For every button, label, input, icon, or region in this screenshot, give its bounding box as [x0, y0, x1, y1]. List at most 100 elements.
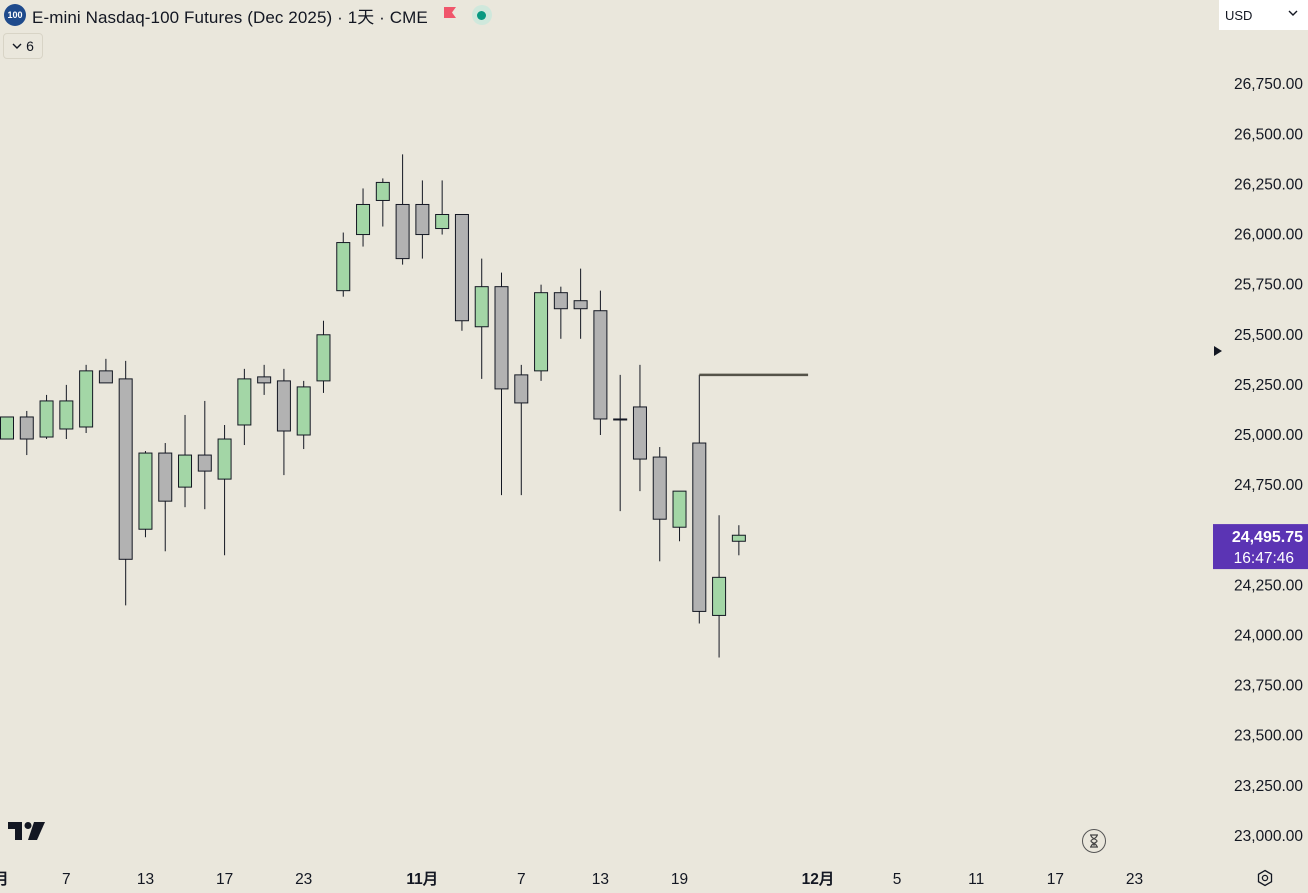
- candle[interactable]: [0, 416, 14, 440]
- price-tick-label: 23,250.00: [1234, 778, 1303, 795]
- candle[interactable]: [217, 424, 232, 556]
- time-tick-label: 23: [1126, 871, 1143, 888]
- time-tick-label: 23: [295, 871, 312, 888]
- red-flag-icon[interactable]: [442, 5, 458, 26]
- candle[interactable]: [118, 360, 133, 606]
- live-status-icon[interactable]: [471, 5, 492, 25]
- price-tick-label: 26,500.00: [1234, 126, 1303, 143]
- candle-body: [237, 378, 252, 426]
- candle-body: [731, 534, 746, 542]
- candle[interactable]: [296, 380, 311, 450]
- candle[interactable]: [494, 272, 509, 496]
- time-tick-label: 7: [517, 871, 526, 888]
- price-tick-label: 25,250.00: [1234, 377, 1303, 394]
- time-tick-label: 5: [893, 871, 902, 888]
- price-tick-label: 26,250.00: [1234, 176, 1303, 193]
- price-tick-label: 25,500.00: [1234, 327, 1303, 344]
- candle-body: [296, 386, 311, 436]
- candle-body: [217, 438, 232, 480]
- time-axis[interactable]: 月 7 13 17 23 11月 7 13 19 12月 5 11 17 23: [0, 870, 1143, 888]
- gear-icon[interactable]: [1256, 869, 1274, 892]
- candle[interactable]: [237, 368, 252, 446]
- candle-body: [0, 416, 14, 440]
- time-tick-label: 17: [216, 871, 233, 888]
- candle[interactable]: [692, 374, 707, 624]
- price-tick-label: 25,750.00: [1234, 277, 1303, 294]
- candle[interactable]: [632, 364, 647, 492]
- time-tick-label: 11: [968, 871, 984, 888]
- price-tick-label: 24,750.00: [1234, 477, 1303, 494]
- last-price-label: 24,495.75: [1232, 529, 1303, 546]
- candle[interactable]: [336, 232, 351, 297]
- candle-body: [534, 292, 549, 372]
- candle-body: [514, 374, 529, 404]
- candle[interactable]: [415, 180, 430, 259]
- candle-body: [118, 378, 133, 560]
- candle[interactable]: [514, 364, 529, 496]
- candle-body: [593, 310, 608, 420]
- plot-area[interactable]: [0, 154, 809, 658]
- candle-body: [415, 203, 430, 236]
- candle-body: [98, 370, 113, 384]
- candle-body: [158, 452, 173, 502]
- candle[interactable]: [19, 410, 34, 456]
- candle[interactable]: [593, 290, 608, 436]
- symbol-title[interactable]: E-mini Nasdaq-100 Futures (Dec 2025) · 1…: [32, 7, 428, 27]
- time-tick-label: 17: [1047, 871, 1064, 888]
- candle-body: [276, 380, 291, 432]
- candle[interactable]: [454, 213, 469, 331]
- candle[interactable]: [573, 268, 588, 339]
- candle[interactable]: [474, 258, 489, 379]
- candle[interactable]: [59, 384, 74, 440]
- candle[interactable]: [138, 451, 153, 538]
- candle[interactable]: [672, 490, 687, 542]
- candle[interactable]: [79, 364, 94, 434]
- candle[interactable]: [39, 394, 54, 440]
- candle-body: [474, 286, 489, 328]
- candle[interactable]: [731, 525, 746, 556]
- candle[interactable]: [158, 443, 173, 552]
- symbol-badge[interactable]: 100: [4, 4, 26, 26]
- candle-body: [553, 292, 568, 310]
- chevron-down-icon: [12, 43, 22, 49]
- candle[interactable]: [257, 364, 272, 395]
- candle-body: [632, 406, 647, 460]
- price-tick-label: 25,000.00: [1234, 427, 1303, 444]
- candle[interactable]: [178, 414, 193, 508]
- price-axis[interactable]: 26,750.00 26,500.00 26,250.00 26,000.00 25,7…: [1213, 76, 1308, 845]
- indicators-toggle[interactable]: 6: [3, 33, 43, 59]
- candle-body: [316, 334, 331, 382]
- countdown-label: 16:47:46: [1234, 550, 1294, 567]
- candle[interactable]: [276, 368, 291, 476]
- candle-body: [454, 213, 469, 322]
- candle[interactable]: [712, 515, 727, 658]
- time-tick-label: 月: [0, 870, 9, 888]
- candle-body: [395, 203, 410, 260]
- candle-body: [494, 286, 509, 390]
- candle-body: [613, 418, 628, 421]
- price-tick-label: 23,500.00: [1234, 728, 1303, 745]
- candle[interactable]: [375, 178, 390, 227]
- candle[interactable]: [98, 358, 113, 384]
- candle-body: [652, 456, 667, 520]
- candle-body: [356, 203, 371, 236]
- candle-body: [138, 452, 153, 530]
- hourglass-icon[interactable]: [1082, 829, 1106, 853]
- candle[interactable]: [356, 188, 371, 247]
- price-tick-label: 23,000.00: [1234, 828, 1303, 845]
- currency-selector[interactable]: USD: [1219, 0, 1308, 30]
- candle[interactable]: [534, 284, 549, 381]
- price-tick-label: 24,000.00: [1234, 627, 1303, 644]
- tradingview-logo-icon[interactable]: [7, 820, 47, 847]
- candle[interactable]: [652, 447, 667, 562]
- candle[interactable]: [613, 374, 628, 512]
- candle[interactable]: [197, 400, 212, 510]
- candle[interactable]: [435, 180, 450, 235]
- candle[interactable]: [553, 286, 568, 339]
- time-tick-label: 11月: [406, 870, 438, 888]
- candle[interactable]: [316, 320, 331, 393]
- candle[interactable]: [395, 154, 410, 265]
- candle-body: [435, 213, 450, 230]
- time-tick-label: 7: [62, 871, 71, 888]
